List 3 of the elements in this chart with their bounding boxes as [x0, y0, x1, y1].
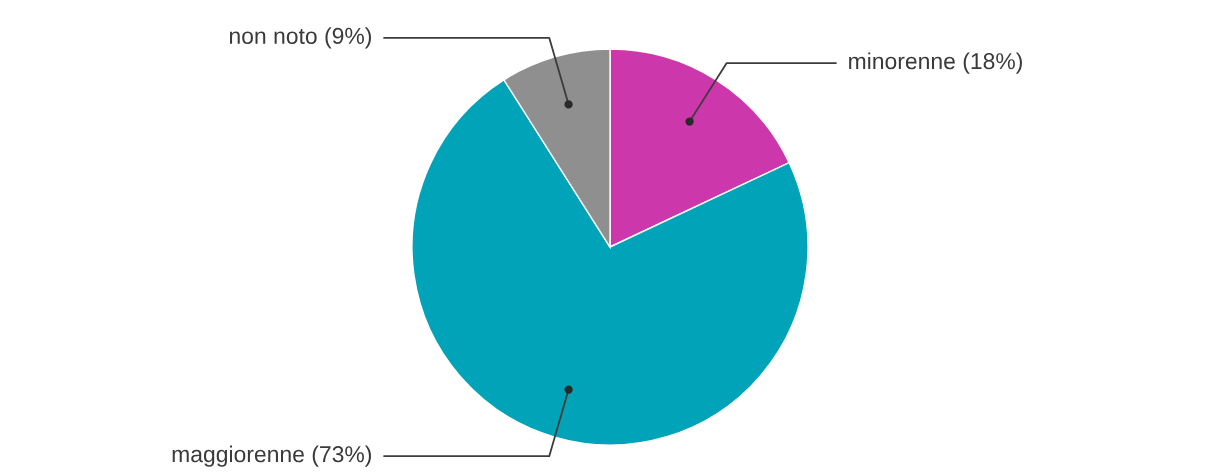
slice-label: minorenne (18%)	[849, 52, 1022, 74]
slice-label: non noto (9%)	[229, 27, 371, 49]
slice-label: maggiorenne (73%)	[172, 445, 371, 467]
